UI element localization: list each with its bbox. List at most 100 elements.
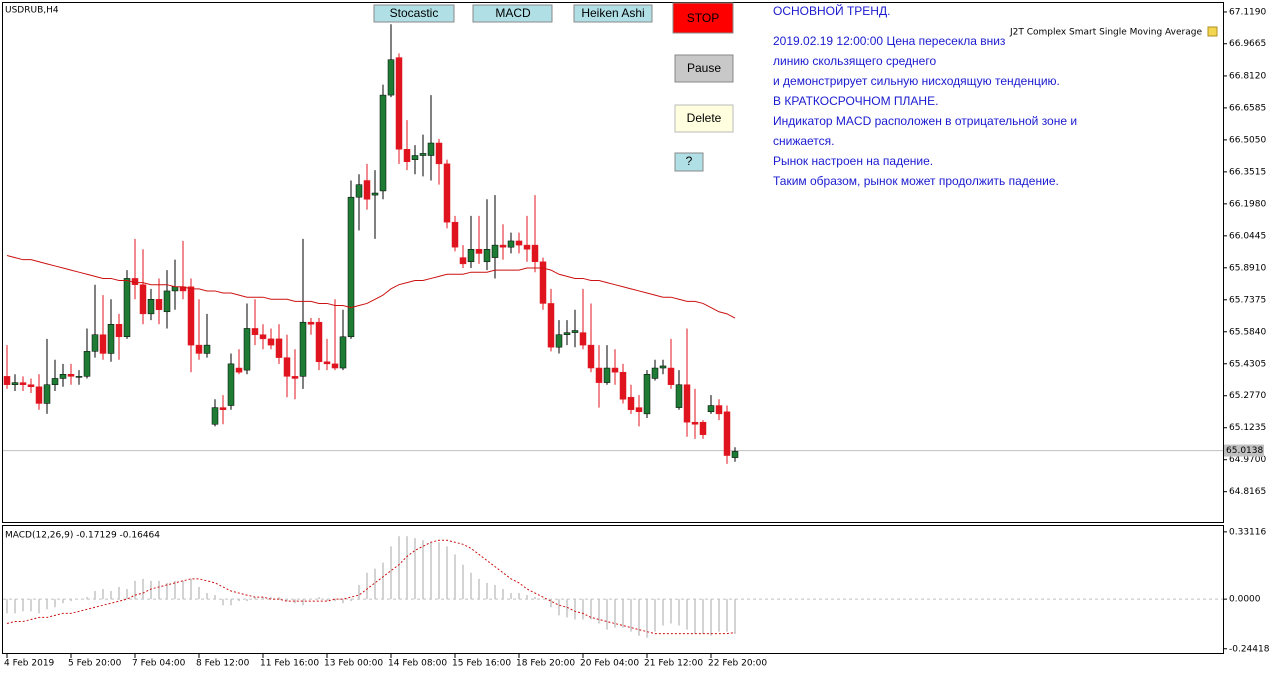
candle-body [75, 376, 83, 378]
candle-body [195, 344, 203, 354]
candle-body [659, 365, 667, 369]
y-tick-label: 66.1980 [1229, 199, 1266, 209]
y-tick-label: 66.9665 [1229, 39, 1266, 49]
button[interactable] [373, 4, 455, 23]
candle-body [187, 286, 195, 346]
candle-body [499, 244, 507, 248]
x-tick-label: 22 Feb 20:00 [708, 659, 767, 669]
candle-body [699, 421, 707, 435]
x-tick-label: 21 Feb 12:00 [644, 659, 703, 669]
candle-body [211, 407, 219, 425]
y-tick-label: 0.33116 [1229, 527, 1266, 537]
button[interactable] [674, 104, 734, 133]
y-tick-label: 65.2770 [1229, 391, 1266, 401]
candle-body [483, 249, 491, 263]
button[interactable] [674, 54, 734, 83]
candle-body [571, 330, 579, 333]
info-line: В КРАТКОСРОЧНОМ ПЛАНЕ. [773, 94, 938, 108]
candle-body [507, 240, 515, 248]
candle-body [107, 324, 115, 354]
button-label[interactable]: STOP [687, 11, 719, 25]
x-tick-label: 11 Feb 16:00 [260, 659, 319, 669]
candle-body [627, 396, 635, 410]
y-tick-label: 65.5840 [1229, 327, 1266, 337]
candle-body [307, 321, 315, 325]
candle-body [163, 290, 171, 313]
y-tick-label: 64.8165 [1229, 487, 1266, 497]
candle-body [539, 261, 547, 304]
candle-body [3, 376, 11, 385]
symbol: USDRUB,H4 [5, 6, 59, 16]
candle-body [651, 367, 659, 379]
candle-body [411, 155, 419, 160]
candle-body [387, 59, 395, 96]
candle-body [227, 363, 235, 406]
candle-body [675, 384, 683, 408]
candle-body [467, 249, 475, 263]
macd-panel [2, 525, 1224, 654]
info-text: ОСНОВНОЙ ТРЕНД. 2019.02.19 12:00:00 Цена … [773, 3, 1077, 188]
candle-body [339, 336, 347, 369]
candle-body [395, 57, 403, 150]
x-tick-label: 4 Feb 2019 [4, 659, 55, 669]
button[interactable] [674, 152, 704, 172]
candle-body [723, 411, 731, 456]
button-label[interactable]: Delete [687, 111, 722, 125]
candle-body [371, 192, 379, 196]
candle-body [731, 451, 739, 458]
candle-body [203, 344, 211, 354]
candle-body [579, 332, 587, 346]
y-tick-label: 66.6585 [1229, 103, 1266, 113]
candle-body [603, 367, 611, 383]
candle-body [683, 384, 691, 423]
candle-body [115, 324, 123, 338]
y-tick-label: 66.8120 [1229, 71, 1266, 81]
button-group: Stocastic MACD Heiken Ashi STOP Pause De… [373, 2, 734, 172]
button-label[interactable]: Pause [687, 61, 721, 75]
y-tick-label: 66.3515 [1229, 167, 1266, 177]
candle-body [459, 257, 467, 265]
button-label[interactable]: Heiken Ashi [581, 6, 644, 20]
button-label[interactable]: ? [686, 154, 693, 168]
candle-body [91, 334, 99, 352]
candle-body [259, 334, 267, 340]
candle-body [563, 332, 571, 335]
candle-body [43, 384, 51, 404]
info-line: и демонстрирует сильную нисходящую тенде… [773, 74, 1060, 88]
candle-body [67, 374, 75, 377]
button[interactable] [573, 4, 653, 23]
candle-body [51, 378, 59, 385]
y-tick-label: 65.7375 [1229, 295, 1266, 305]
candle-body [99, 334, 107, 354]
candle-body [587, 344, 595, 369]
candle-body [355, 184, 363, 198]
last-price-label: 65.0138 [1226, 446, 1263, 456]
candle-body [155, 299, 163, 310]
button-label[interactable]: Stocastic [390, 6, 439, 20]
candle-body [219, 407, 227, 410]
x-tick-label: 8 Feb 12:00 [196, 659, 250, 669]
info-line: линию скользящего среднего [773, 54, 936, 68]
info-line: Таким образом, рынок может продолжить па… [773, 174, 1059, 188]
x-tick-label: 20 Feb 04:00 [580, 659, 639, 669]
candle-body [667, 367, 675, 385]
button-label[interactable]: MACD [495, 6, 531, 20]
info-line: ОСНОВНОЙ ТРЕНД. [773, 3, 890, 18]
x-tick-label: 14 Feb 08:00 [388, 659, 447, 669]
button[interactable] [472, 4, 553, 23]
y-tick-label: 67.1190 [1229, 7, 1266, 17]
y-tick-label: 0.0000 [1229, 595, 1261, 605]
candle-body [147, 299, 155, 315]
candle-body [35, 386, 43, 404]
y-tick-label: 65.4305 [1229, 359, 1266, 369]
candle-body [139, 284, 147, 315]
candle-body [435, 142, 443, 165]
candle-body [275, 338, 283, 358]
macd-title: MACD(12,26,9) -0.17129 -0.16464 [5, 531, 160, 541]
info-line: снижается. [773, 134, 835, 148]
button[interactable] [672, 2, 734, 34]
candle-body [547, 303, 555, 348]
candle-body [331, 363, 339, 369]
